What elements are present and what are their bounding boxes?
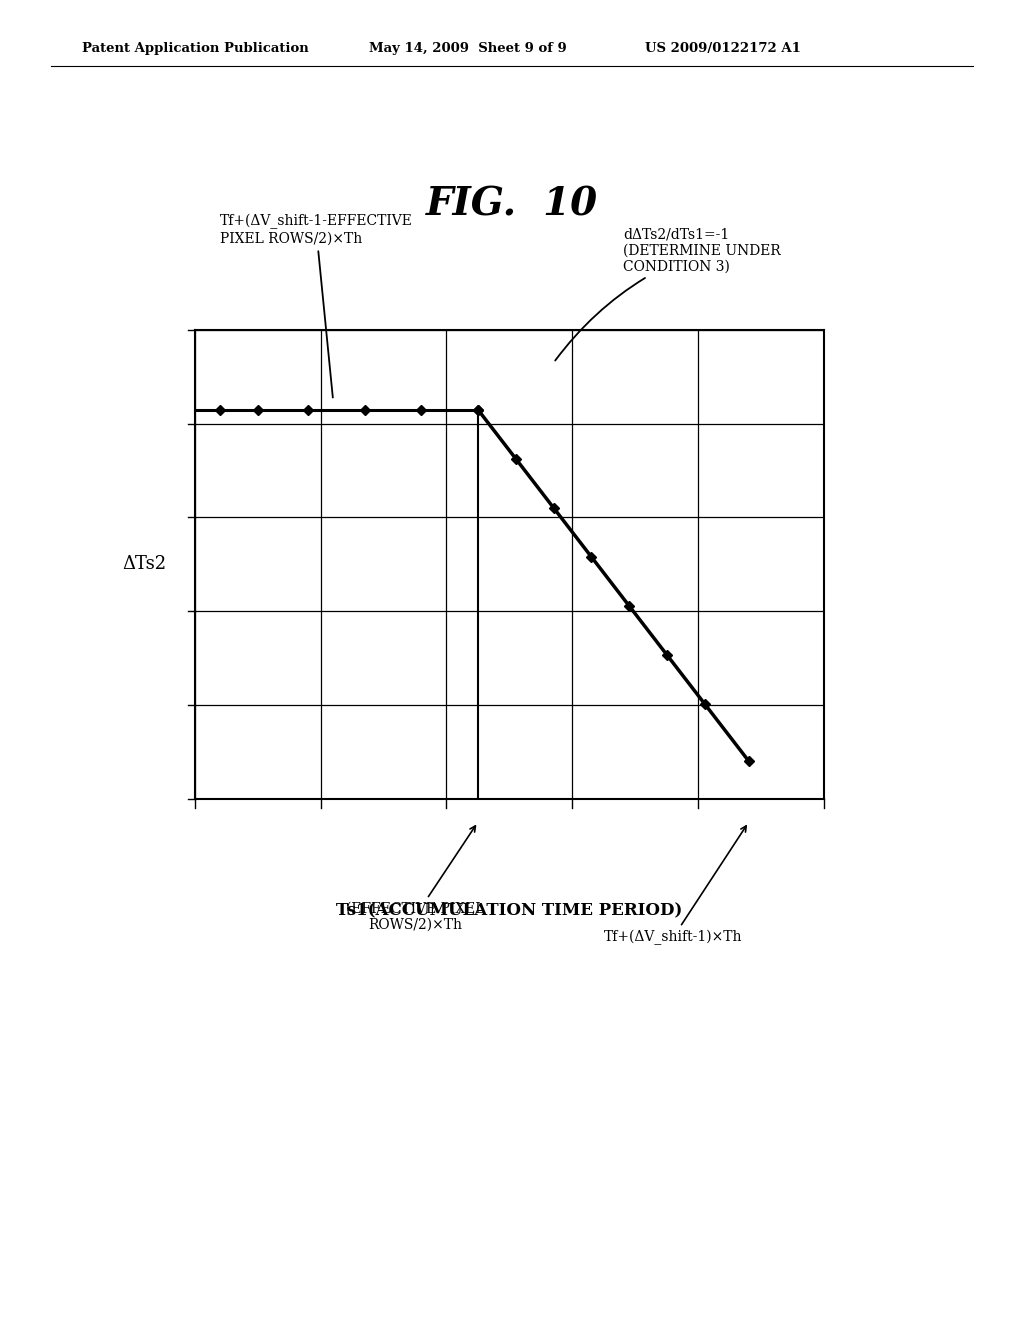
Text: May 14, 2009  Sheet 9 of 9: May 14, 2009 Sheet 9 of 9	[369, 42, 566, 55]
Text: ΔTs2: ΔTs2	[122, 556, 166, 573]
Text: dΔTs2/dTs1=-1
(DETERMINE UNDER
CONDITION 3): dΔTs2/dTs1=-1 (DETERMINE UNDER CONDITION…	[555, 227, 780, 360]
Text: Tf+(ΔV_shift-1-EFFECTIVE
PIXEL ROWS/2)×Th: Tf+(ΔV_shift-1-EFFECTIVE PIXEL ROWS/2)×T…	[220, 214, 413, 397]
Text: US 2009/0122172 A1: US 2009/0122172 A1	[645, 42, 801, 55]
Text: Tf+(ΔV_shift-1)×Th: Tf+(ΔV_shift-1)×Th	[604, 826, 746, 945]
Text: (EFFECTIVE PIXEL
ROWS/2)×Th: (EFFECTIVE PIXEL ROWS/2)×Th	[346, 826, 484, 932]
Text: Ts1(ACCUMULATION TIME PERIOD): Ts1(ACCUMULATION TIME PERIOD)	[336, 903, 683, 919]
Text: Patent Application Publication: Patent Application Publication	[82, 42, 308, 55]
Text: FIG.  10: FIG. 10	[426, 186, 598, 223]
